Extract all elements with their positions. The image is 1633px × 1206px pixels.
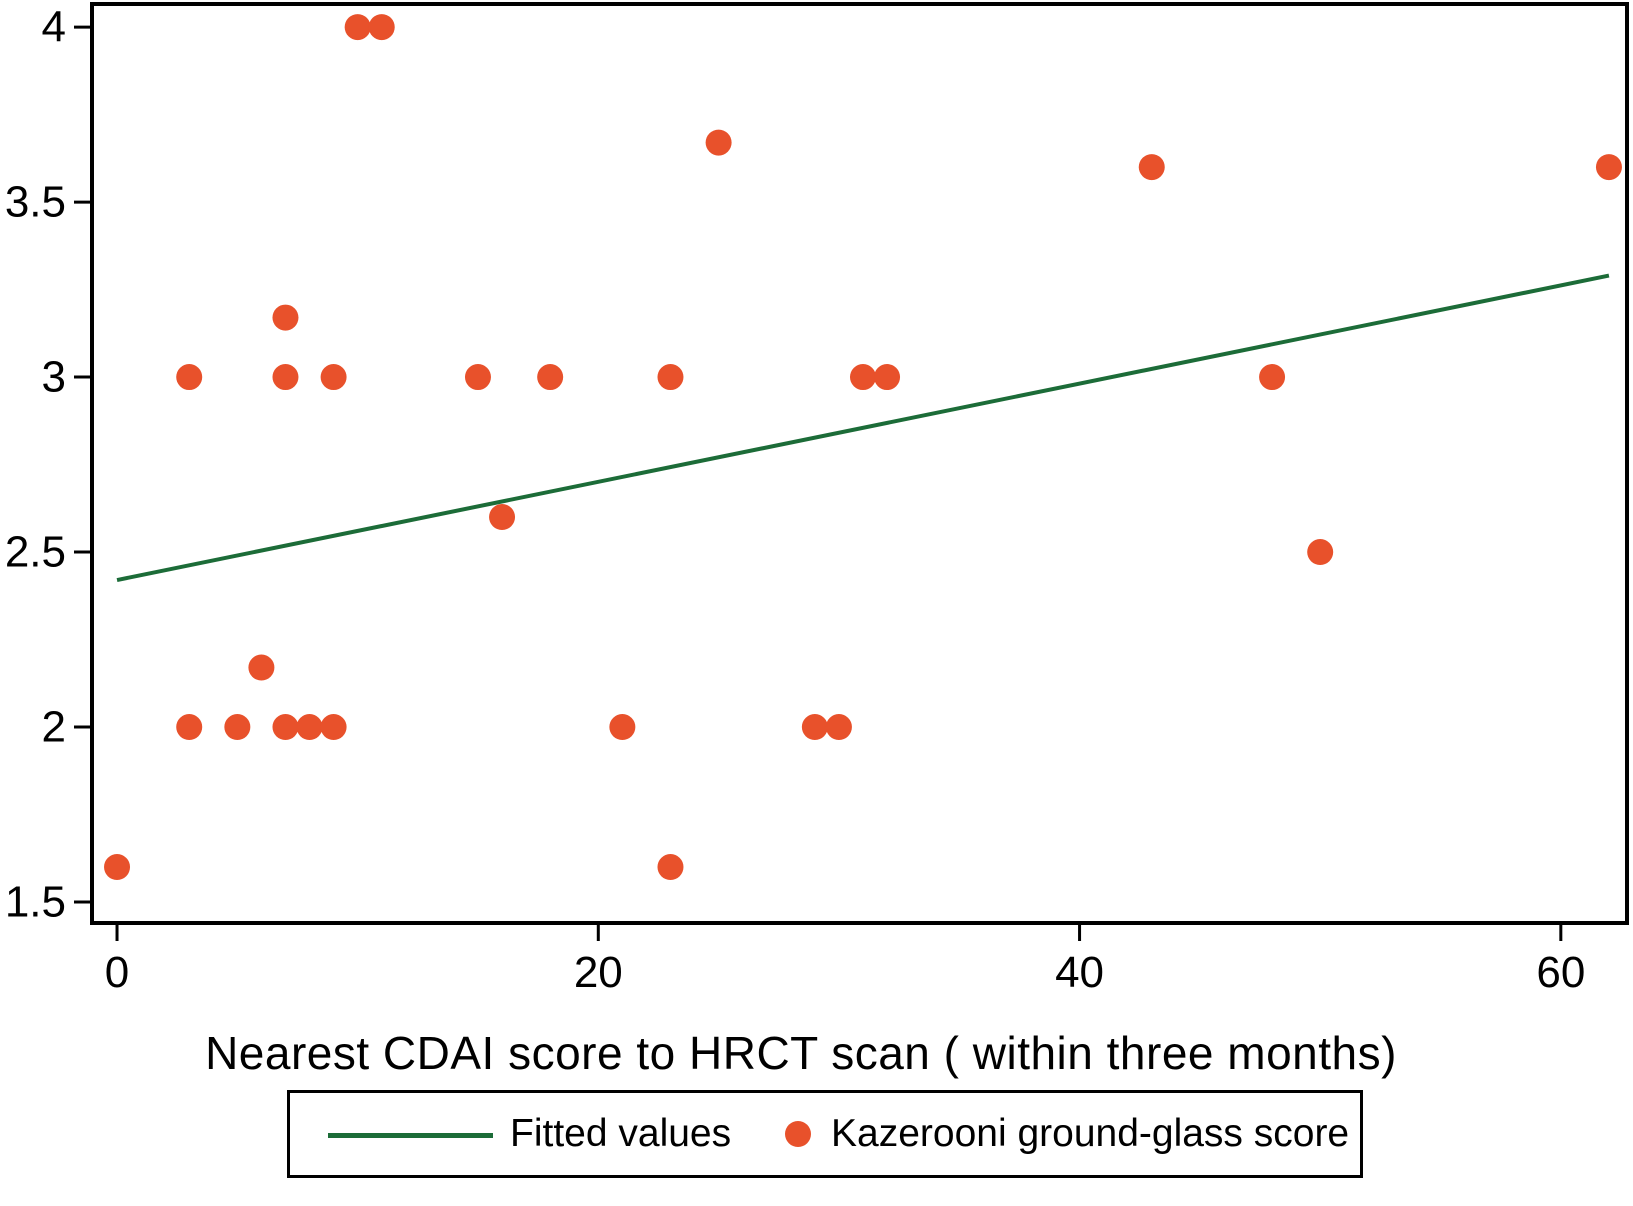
scatter-point	[176, 364, 203, 391]
fitted-line	[116, 273, 1610, 582]
scatter-point	[296, 714, 323, 741]
x-tick-label: 20	[574, 948, 623, 997]
scatter-point	[320, 714, 347, 741]
y-tick-label: 3.5	[5, 178, 66, 227]
scatter-point	[874, 364, 901, 391]
scatter-point	[368, 14, 395, 41]
y-tick-label: 1.5	[5, 878, 66, 927]
scatter-point	[705, 129, 732, 156]
scatter-point	[176, 714, 203, 741]
scatter-point	[272, 304, 299, 331]
scatter-point	[537, 364, 564, 391]
scatter-point	[1138, 154, 1165, 181]
scatter-point	[248, 654, 275, 681]
legend-label-kazerooni-score: Kazerooni ground-glass score	[831, 1112, 1350, 1155]
y-tick-label: 2.5	[5, 528, 66, 577]
x-tick-label: 0	[105, 948, 129, 997]
y-tick-label: 4	[42, 3, 66, 52]
x-axis-title: Nearest CDAI score to HRCT scan ( within…	[205, 1027, 1397, 1079]
y-tick-label: 2	[42, 703, 66, 752]
scatter-point	[272, 714, 299, 741]
scatter-point	[1259, 364, 1286, 391]
scatter-point	[1595, 154, 1622, 181]
scatter-point	[609, 714, 636, 741]
legend-fitted-line-sample	[328, 1133, 493, 1138]
scatter-point	[825, 714, 852, 741]
scatter-point	[320, 364, 347, 391]
scatter-point	[657, 854, 684, 881]
legend: Fitted values Kazerooni ground-glass sco…	[287, 1090, 1363, 1178]
scatter-point	[1307, 539, 1334, 566]
scatter-point	[224, 714, 251, 741]
legend-label-fitted-values: Fitted values	[510, 1112, 732, 1155]
plot-border	[90, 2, 1629, 925]
y-tick-label: 3	[42, 353, 66, 402]
legend-scatter-marker-sample	[785, 1121, 811, 1147]
x-tick-label: 40	[1055, 948, 1104, 997]
scatter-point	[849, 364, 876, 391]
scatter-point	[801, 714, 828, 741]
scatter-point	[272, 364, 299, 391]
scatter-point	[657, 364, 684, 391]
x-tick-label: 60	[1536, 948, 1585, 997]
scatter-point	[464, 364, 491, 391]
scatter-point	[344, 14, 371, 41]
scatter-point	[489, 504, 516, 531]
scatter-point	[104, 854, 131, 881]
